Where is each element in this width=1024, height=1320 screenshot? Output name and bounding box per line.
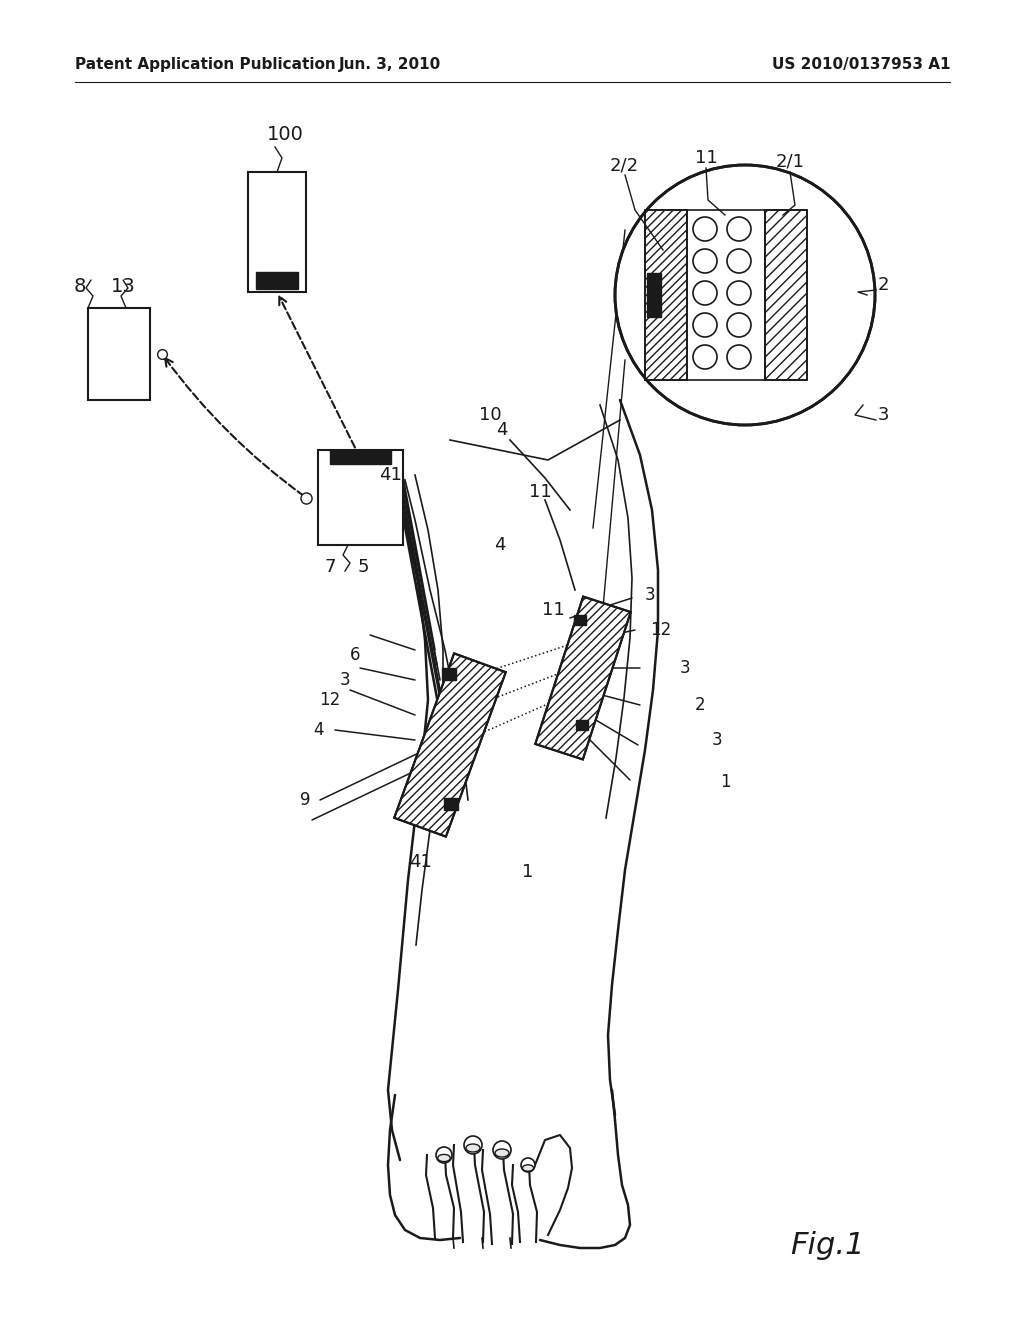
Bar — [575, 719, 588, 730]
Text: 1: 1 — [720, 774, 731, 791]
Circle shape — [693, 281, 717, 305]
Text: 3: 3 — [645, 586, 655, 605]
Text: 3: 3 — [878, 407, 890, 424]
Bar — [88, 308, 150, 400]
Text: 8: 8 — [74, 276, 86, 296]
Circle shape — [727, 345, 751, 370]
Polygon shape — [536, 597, 631, 759]
Bar — [256, 272, 298, 289]
Circle shape — [727, 216, 751, 242]
Text: 13: 13 — [111, 276, 135, 296]
Ellipse shape — [466, 1144, 480, 1152]
Bar — [645, 210, 687, 380]
Text: 7: 7 — [325, 558, 336, 576]
Text: 2: 2 — [878, 276, 890, 294]
Text: 4: 4 — [497, 421, 508, 440]
Circle shape — [493, 1140, 511, 1159]
Ellipse shape — [522, 1164, 534, 1171]
Text: Patent Application Publication: Patent Application Publication — [75, 58, 336, 73]
Text: 11: 11 — [542, 601, 564, 619]
Polygon shape — [394, 653, 506, 837]
Text: 100: 100 — [266, 124, 303, 144]
Text: 4: 4 — [312, 721, 324, 739]
Text: 3: 3 — [680, 659, 690, 677]
Text: 41: 41 — [379, 466, 401, 484]
Circle shape — [693, 313, 717, 337]
Circle shape — [727, 249, 751, 273]
Text: 41: 41 — [409, 853, 431, 871]
Circle shape — [693, 345, 717, 370]
Text: 12: 12 — [319, 690, 341, 709]
Text: Fig.1: Fig.1 — [790, 1230, 864, 1259]
Text: 2: 2 — [695, 696, 706, 714]
Circle shape — [615, 165, 874, 425]
Text: 12: 12 — [650, 620, 672, 639]
Text: 1: 1 — [522, 863, 534, 880]
Text: 11: 11 — [694, 149, 718, 168]
Bar — [574, 615, 586, 624]
Bar — [765, 210, 807, 380]
Bar — [248, 172, 306, 292]
Text: 11: 11 — [528, 483, 551, 502]
Text: 3: 3 — [712, 731, 723, 748]
Bar — [647, 273, 662, 317]
Text: 6: 6 — [350, 645, 360, 664]
Circle shape — [693, 249, 717, 273]
Text: US 2010/0137953 A1: US 2010/0137953 A1 — [771, 58, 950, 73]
Text: 9: 9 — [300, 791, 310, 809]
Circle shape — [693, 216, 717, 242]
Bar — [330, 450, 391, 465]
Text: 3: 3 — [340, 671, 350, 689]
Text: Jun. 3, 2010: Jun. 3, 2010 — [339, 58, 441, 73]
Circle shape — [727, 281, 751, 305]
Text: 2/2: 2/2 — [609, 156, 639, 174]
Bar — [765, 210, 807, 380]
Circle shape — [436, 1147, 452, 1163]
Text: 10: 10 — [478, 407, 502, 424]
Circle shape — [521, 1158, 535, 1172]
Ellipse shape — [495, 1148, 509, 1158]
Text: 4: 4 — [495, 536, 506, 554]
Bar — [444, 799, 458, 810]
Circle shape — [464, 1137, 482, 1154]
Circle shape — [727, 313, 751, 337]
Bar — [645, 210, 687, 380]
Bar — [318, 450, 403, 545]
Ellipse shape — [437, 1155, 451, 1162]
Bar — [687, 210, 765, 380]
Text: 2/1: 2/1 — [775, 153, 805, 172]
Text: 5: 5 — [357, 558, 369, 576]
Bar — [442, 668, 456, 680]
